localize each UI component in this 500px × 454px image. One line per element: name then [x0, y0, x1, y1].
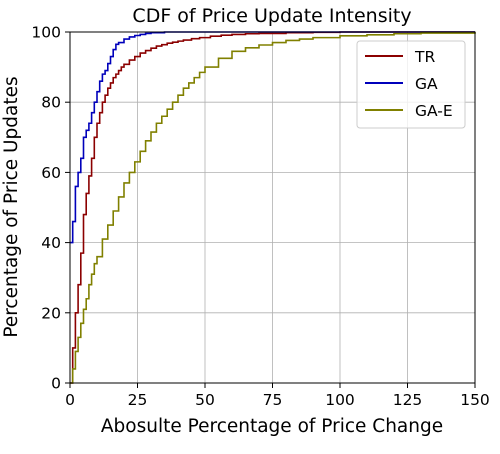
- legend: TR GA GA-E: [356, 40, 466, 129]
- series-line-tr: [70, 31, 475, 384]
- x-tick-label: 75: [263, 391, 283, 409]
- x-tick-label: 150: [460, 391, 490, 409]
- x-tick-label: 25: [128, 391, 148, 409]
- series-layer: [70, 31, 476, 384]
- series-line-ga: [70, 31, 475, 244]
- x-tick-label: 100: [325, 391, 355, 409]
- axis-ticks: 0 25 50 75 100 125 150 0 20 40 60 80 100: [31, 24, 489, 410]
- legend-box: [356, 40, 466, 129]
- legend-label: GA-E: [415, 102, 453, 120]
- legend-label: GA: [415, 75, 438, 93]
- x-tick-label: 125: [393, 391, 423, 409]
- x-axis-label: Abosulte Percentage of Price Change: [101, 416, 443, 437]
- legend-label: TR: [414, 48, 435, 66]
- chart-title: CDF of Price Update Intensity: [132, 5, 411, 27]
- x-tick-label: 0: [65, 391, 75, 409]
- y-tick-label: 60: [41, 164, 61, 182]
- y-tick-label: 20: [41, 304, 61, 322]
- y-tick-label: 0: [51, 375, 61, 393]
- series-line-ga-e: [70, 32, 476, 384]
- y-tick-label: 40: [41, 234, 61, 252]
- y-tick-label: 80: [41, 94, 61, 112]
- x-tick-label: 50: [195, 391, 215, 409]
- y-axis-label: Percentage of Price Updates: [1, 76, 22, 337]
- y-tick-label: 100: [31, 24, 61, 42]
